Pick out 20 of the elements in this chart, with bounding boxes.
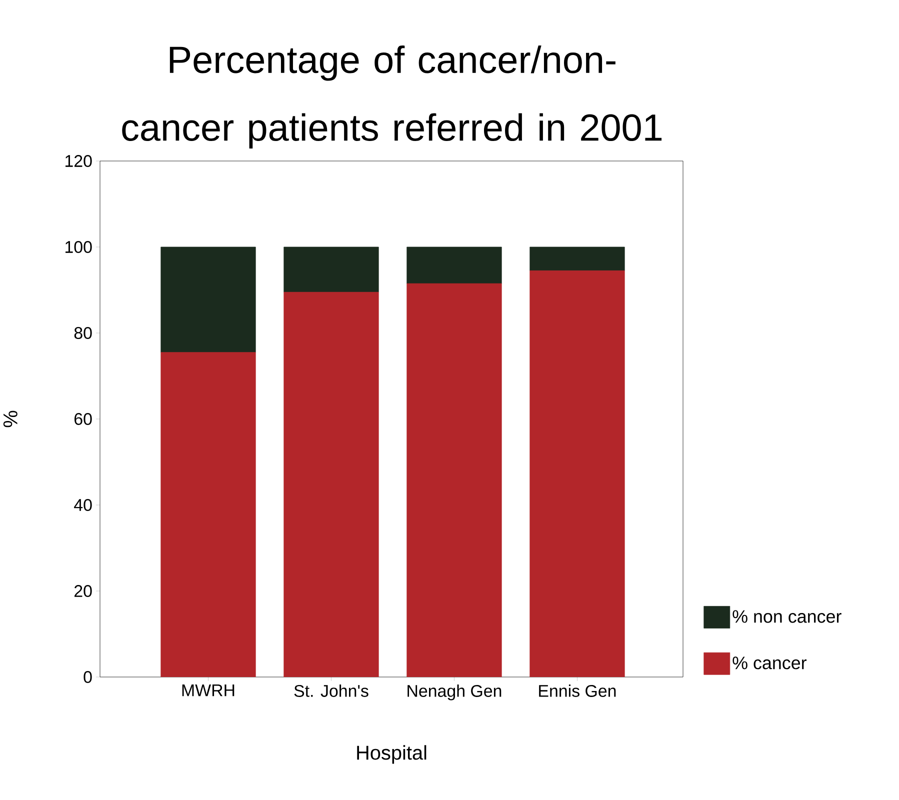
y-tick-label: 0 xyxy=(84,671,92,683)
y-tick-label: 100 xyxy=(66,241,92,253)
bar xyxy=(284,246,379,292)
y-tick-label: 60 xyxy=(74,413,92,425)
x-axis-title: Hospital xyxy=(357,745,426,764)
bar xyxy=(160,246,256,353)
y-axis-title: % xyxy=(3,410,18,428)
x-tick-label: Ennis Gen xyxy=(539,684,616,697)
y-tick-label: 20 xyxy=(74,585,92,597)
x-tick-label: MWRH xyxy=(182,684,234,696)
legend-label: % cancer xyxy=(732,656,807,670)
bar xyxy=(406,246,502,284)
x-tick-label: St. John's xyxy=(294,684,368,697)
y-tick-label: 40 xyxy=(74,499,92,511)
x-tick-label: Nenagh Gen xyxy=(408,684,502,700)
legend-label: % non cancer xyxy=(732,610,842,623)
chart-title: Percentage of cancer/non-cancer patients referred in 2001 xyxy=(122,45,662,149)
bar xyxy=(530,246,625,271)
y-tick-label: 80 xyxy=(74,327,92,339)
y-tick-label: 120 xyxy=(66,154,92,167)
